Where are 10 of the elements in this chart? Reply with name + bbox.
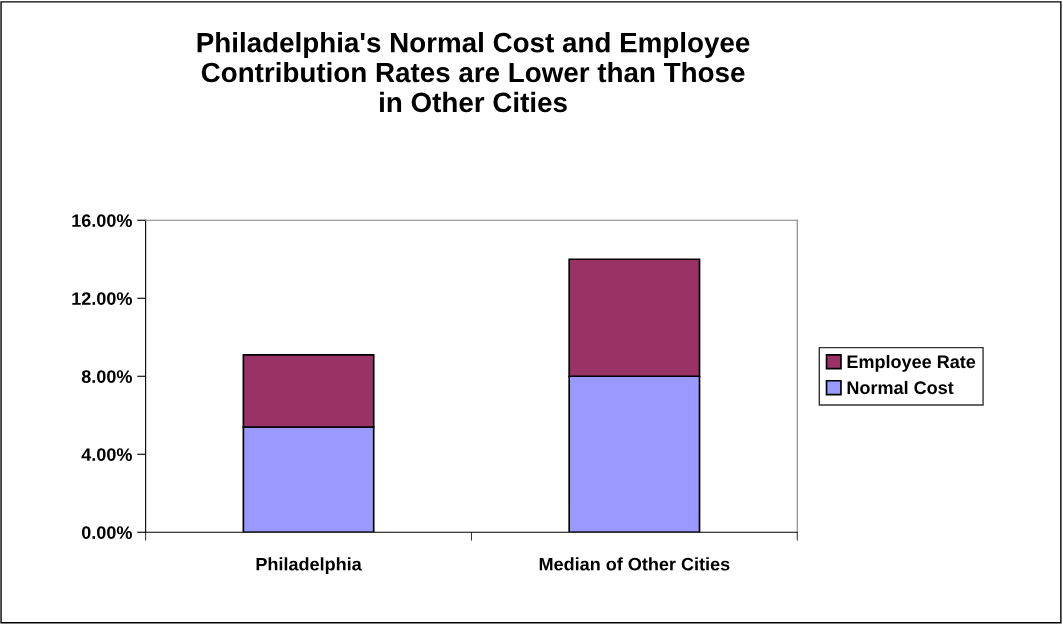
legend-label: Normal Cost: [847, 380, 954, 395]
y-tick-label: 8.00%: [81, 370, 132, 383]
y-tick-label: 4.00%: [81, 448, 132, 461]
y-tick-label: 16.00%: [72, 214, 132, 227]
y-tick-label: 12.00%: [72, 292, 132, 305]
legend-label: Employee Rate: [847, 354, 976, 372]
x-tick-label: Philadelphia: [256, 557, 362, 575]
chart-title: Philadelphia's Normal Cost and Employee Contribution Rates are Lower than Those in Other Cities: [197, 32, 750, 113]
x-tick-label: Median of Other Cities: [539, 557, 730, 571]
y-tick-label: 0.00%: [81, 526, 132, 539]
